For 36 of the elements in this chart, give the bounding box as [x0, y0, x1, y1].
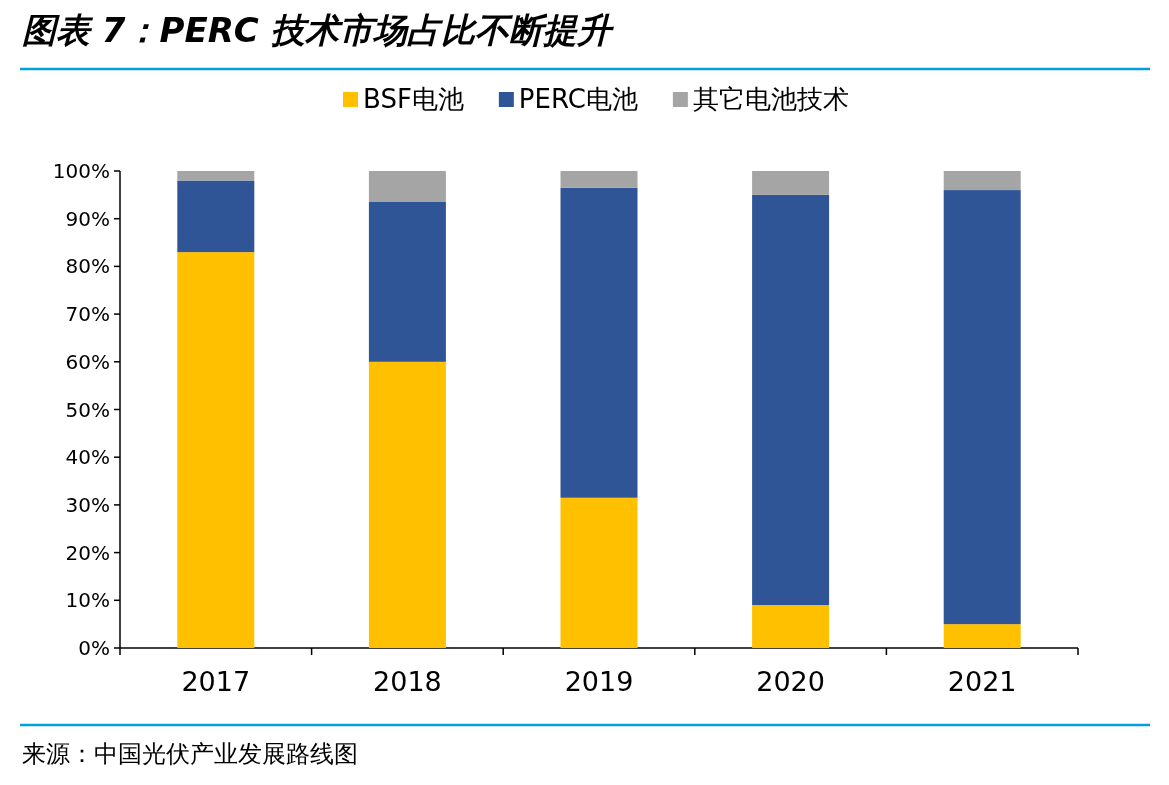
bar: [177, 180, 255, 253]
bar: [752, 171, 830, 195]
x-tick-label: 2020: [756, 666, 825, 697]
y-tick-label: 50%: [65, 397, 110, 422]
y-tick-label: 70%: [65, 302, 110, 327]
bar: [560, 187, 638, 498]
bar: [752, 194, 830, 606]
x-tick-label: 2019: [564, 666, 634, 697]
bar: [368, 202, 446, 362]
bar: [560, 171, 638, 188]
y-tick-label: 40%: [65, 445, 110, 470]
bar: [943, 171, 1021, 191]
legend-label: BSF电池: [363, 84, 464, 114]
y-tick-label: 30%: [65, 492, 110, 517]
y-tick-label: 20%: [65, 540, 110, 565]
bar: [368, 361, 446, 648]
legend-label: PERC电池: [518, 84, 638, 114]
y-tick-label: 60%: [65, 349, 110, 374]
y-tick-label: 100%: [52, 159, 110, 183]
bar: [943, 624, 1021, 648]
x-tick-label: 2018: [373, 666, 442, 697]
y-tick-label: 10%: [65, 588, 110, 613]
x-tick-label: 2017: [181, 666, 251, 697]
bar: [560, 497, 638, 648]
source-note: 来源：中国光伏产业发展路线图: [22, 740, 358, 768]
x-tick-label: 2021: [947, 666, 1017, 697]
y-tick-label: 90%: [65, 206, 110, 231]
bar: [177, 252, 255, 648]
y-tick-label: 80%: [65, 254, 110, 279]
y-tick-label: 0%: [78, 636, 110, 660]
bar: [177, 171, 255, 181]
bar: [368, 171, 446, 203]
bar: [752, 605, 830, 648]
chart-title: 图表 7：PERC 技术市场占比不断提升: [22, 10, 615, 50]
bar: [943, 190, 1021, 625]
legend-label: 其它电池技术: [692, 84, 849, 114]
